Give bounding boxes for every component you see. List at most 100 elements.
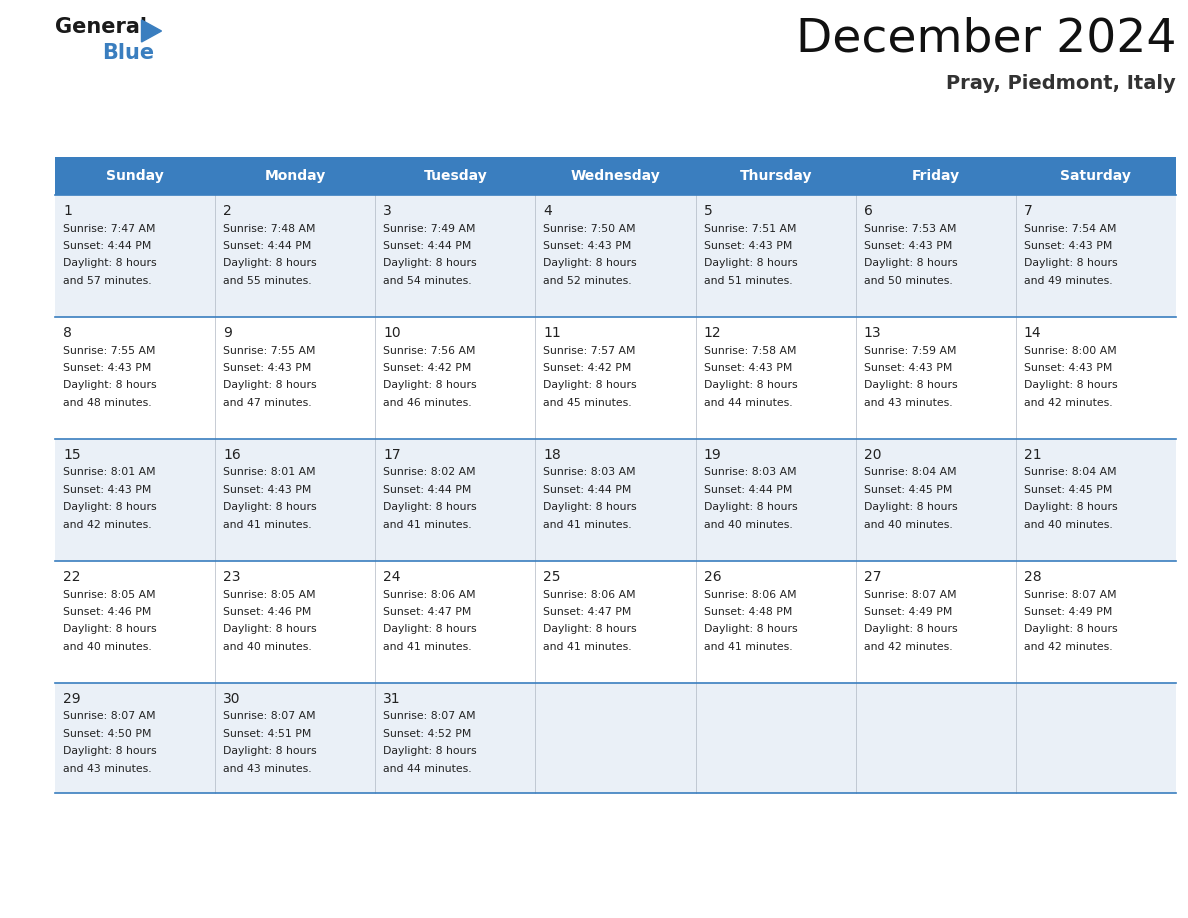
Text: Sunrise: 7:55 AM: Sunrise: 7:55 AM	[63, 345, 156, 355]
Text: 8: 8	[63, 326, 72, 340]
Text: and 40 minutes.: and 40 minutes.	[1024, 520, 1113, 530]
Text: 12: 12	[703, 326, 721, 340]
Text: and 45 minutes.: and 45 minutes.	[543, 398, 632, 408]
Text: Sunset: 4:43 PM: Sunset: 4:43 PM	[1024, 241, 1112, 251]
Text: 1: 1	[63, 204, 72, 218]
Text: Sunrise: 8:05 AM: Sunrise: 8:05 AM	[63, 589, 156, 599]
Text: Sunset: 4:47 PM: Sunset: 4:47 PM	[384, 607, 472, 617]
Text: Sunset: 4:43 PM: Sunset: 4:43 PM	[1024, 363, 1112, 373]
Text: Sunset: 4:48 PM: Sunset: 4:48 PM	[703, 607, 792, 617]
Text: and 41 minutes.: and 41 minutes.	[223, 520, 311, 530]
Text: and 40 minutes.: and 40 minutes.	[223, 642, 312, 652]
Text: Sunset: 4:43 PM: Sunset: 4:43 PM	[223, 363, 311, 373]
Text: Daylight: 8 hours: Daylight: 8 hours	[223, 624, 317, 634]
Text: Pray, Piedmont, Italy: Pray, Piedmont, Italy	[947, 74, 1176, 93]
Text: Sunrise: 8:04 AM: Sunrise: 8:04 AM	[864, 467, 956, 477]
Text: and 47 minutes.: and 47 minutes.	[223, 398, 311, 408]
Text: and 44 minutes.: and 44 minutes.	[384, 764, 472, 774]
Text: 7: 7	[1024, 204, 1032, 218]
Text: Daylight: 8 hours: Daylight: 8 hours	[223, 259, 317, 268]
Text: 22: 22	[63, 570, 81, 584]
Text: 23: 23	[223, 570, 241, 584]
Text: and 48 minutes.: and 48 minutes.	[63, 398, 152, 408]
Text: 18: 18	[543, 448, 561, 462]
Text: Sunrise: 8:00 AM: Sunrise: 8:00 AM	[1024, 345, 1117, 355]
Text: December 2024: December 2024	[796, 17, 1176, 62]
Bar	[55, 195, 1176, 317]
Text: 30: 30	[223, 692, 241, 706]
Text: Sunrise: 8:04 AM: Sunrise: 8:04 AM	[1024, 467, 1117, 477]
Text: Sunrise: 8:06 AM: Sunrise: 8:06 AM	[384, 589, 476, 599]
Text: Daylight: 8 hours: Daylight: 8 hours	[223, 502, 317, 512]
Text: Daylight: 8 hours: Daylight: 8 hours	[1024, 624, 1118, 634]
Text: Daylight: 8 hours: Daylight: 8 hours	[703, 624, 797, 634]
Bar	[55, 561, 1176, 683]
Text: Sunrise: 7:48 AM: Sunrise: 7:48 AM	[223, 223, 316, 233]
Text: 3: 3	[384, 204, 392, 218]
Text: Sunrise: 7:57 AM: Sunrise: 7:57 AM	[543, 345, 636, 355]
Text: 16: 16	[223, 448, 241, 462]
Text: General: General	[55, 17, 147, 37]
Text: Sunrise: 7:51 AM: Sunrise: 7:51 AM	[703, 223, 796, 233]
Text: Daylight: 8 hours: Daylight: 8 hours	[63, 502, 157, 512]
Text: Daylight: 8 hours: Daylight: 8 hours	[703, 502, 797, 512]
Text: Sunrise: 7:50 AM: Sunrise: 7:50 AM	[543, 223, 636, 233]
Text: Wednesday: Wednesday	[570, 169, 661, 183]
Text: Sunset: 4:43 PM: Sunset: 4:43 PM	[223, 485, 311, 495]
Text: 6: 6	[864, 204, 873, 218]
Text: Sunset: 4:43 PM: Sunset: 4:43 PM	[703, 241, 792, 251]
Text: Sunset: 4:43 PM: Sunset: 4:43 PM	[63, 363, 151, 373]
Text: and 40 minutes.: and 40 minutes.	[63, 642, 152, 652]
Text: 10: 10	[384, 326, 400, 340]
Text: 11: 11	[543, 326, 561, 340]
Text: and 40 minutes.: and 40 minutes.	[703, 520, 792, 530]
Text: Sunset: 4:44 PM: Sunset: 4:44 PM	[543, 485, 632, 495]
Text: 31: 31	[384, 692, 400, 706]
Text: 26: 26	[703, 570, 721, 584]
Text: and 42 minutes.: and 42 minutes.	[63, 520, 152, 530]
Text: Sunrise: 8:06 AM: Sunrise: 8:06 AM	[703, 589, 796, 599]
Text: Sunrise: 7:56 AM: Sunrise: 7:56 AM	[384, 345, 475, 355]
Text: 29: 29	[63, 692, 81, 706]
Bar	[55, 439, 1176, 561]
Text: Sunrise: 7:47 AM: Sunrise: 7:47 AM	[63, 223, 156, 233]
Text: Daylight: 8 hours: Daylight: 8 hours	[223, 746, 317, 756]
Text: Sunday: Sunday	[106, 169, 164, 183]
Text: Sunrise: 8:06 AM: Sunrise: 8:06 AM	[543, 589, 636, 599]
Text: Sunset: 4:44 PM: Sunset: 4:44 PM	[384, 485, 472, 495]
Text: Daylight: 8 hours: Daylight: 8 hours	[384, 259, 476, 268]
Text: Sunset: 4:47 PM: Sunset: 4:47 PM	[543, 607, 632, 617]
Text: 13: 13	[864, 326, 881, 340]
Text: Daylight: 8 hours: Daylight: 8 hours	[63, 259, 157, 268]
Text: Sunset: 4:42 PM: Sunset: 4:42 PM	[543, 363, 632, 373]
Text: Tuesday: Tuesday	[423, 169, 487, 183]
Text: and 42 minutes.: and 42 minutes.	[1024, 642, 1112, 652]
Text: Daylight: 8 hours: Daylight: 8 hours	[63, 746, 157, 756]
Text: Sunset: 4:49 PM: Sunset: 4:49 PM	[864, 607, 952, 617]
Text: Thursday: Thursday	[739, 169, 811, 183]
Bar	[55, 157, 1176, 195]
Text: Sunrise: 8:07 AM: Sunrise: 8:07 AM	[223, 711, 316, 722]
Text: Daylight: 8 hours: Daylight: 8 hours	[63, 380, 157, 390]
Text: and 42 minutes.: and 42 minutes.	[1024, 398, 1112, 408]
Text: Sunrise: 8:07 AM: Sunrise: 8:07 AM	[864, 589, 956, 599]
Text: Sunset: 4:43 PM: Sunset: 4:43 PM	[543, 241, 632, 251]
Text: and 43 minutes.: and 43 minutes.	[63, 764, 152, 774]
Text: Sunrise: 8:03 AM: Sunrise: 8:03 AM	[703, 467, 796, 477]
Text: 2: 2	[223, 204, 232, 218]
Text: 28: 28	[1024, 570, 1042, 584]
Text: Blue: Blue	[102, 43, 154, 63]
Text: Sunset: 4:42 PM: Sunset: 4:42 PM	[384, 363, 472, 373]
Text: Daylight: 8 hours: Daylight: 8 hours	[223, 380, 317, 390]
Text: and 57 minutes.: and 57 minutes.	[63, 276, 152, 286]
Text: and 40 minutes.: and 40 minutes.	[864, 520, 953, 530]
Text: and 50 minutes.: and 50 minutes.	[864, 276, 953, 286]
Text: Sunset: 4:46 PM: Sunset: 4:46 PM	[223, 607, 311, 617]
Text: Daylight: 8 hours: Daylight: 8 hours	[864, 259, 958, 268]
Polygon shape	[141, 20, 162, 42]
Text: Daylight: 8 hours: Daylight: 8 hours	[384, 624, 476, 634]
Bar	[55, 683, 1176, 793]
Text: Sunset: 4:44 PM: Sunset: 4:44 PM	[384, 241, 472, 251]
Text: Daylight: 8 hours: Daylight: 8 hours	[864, 624, 958, 634]
Text: Sunrise: 7:49 AM: Sunrise: 7:49 AM	[384, 223, 475, 233]
